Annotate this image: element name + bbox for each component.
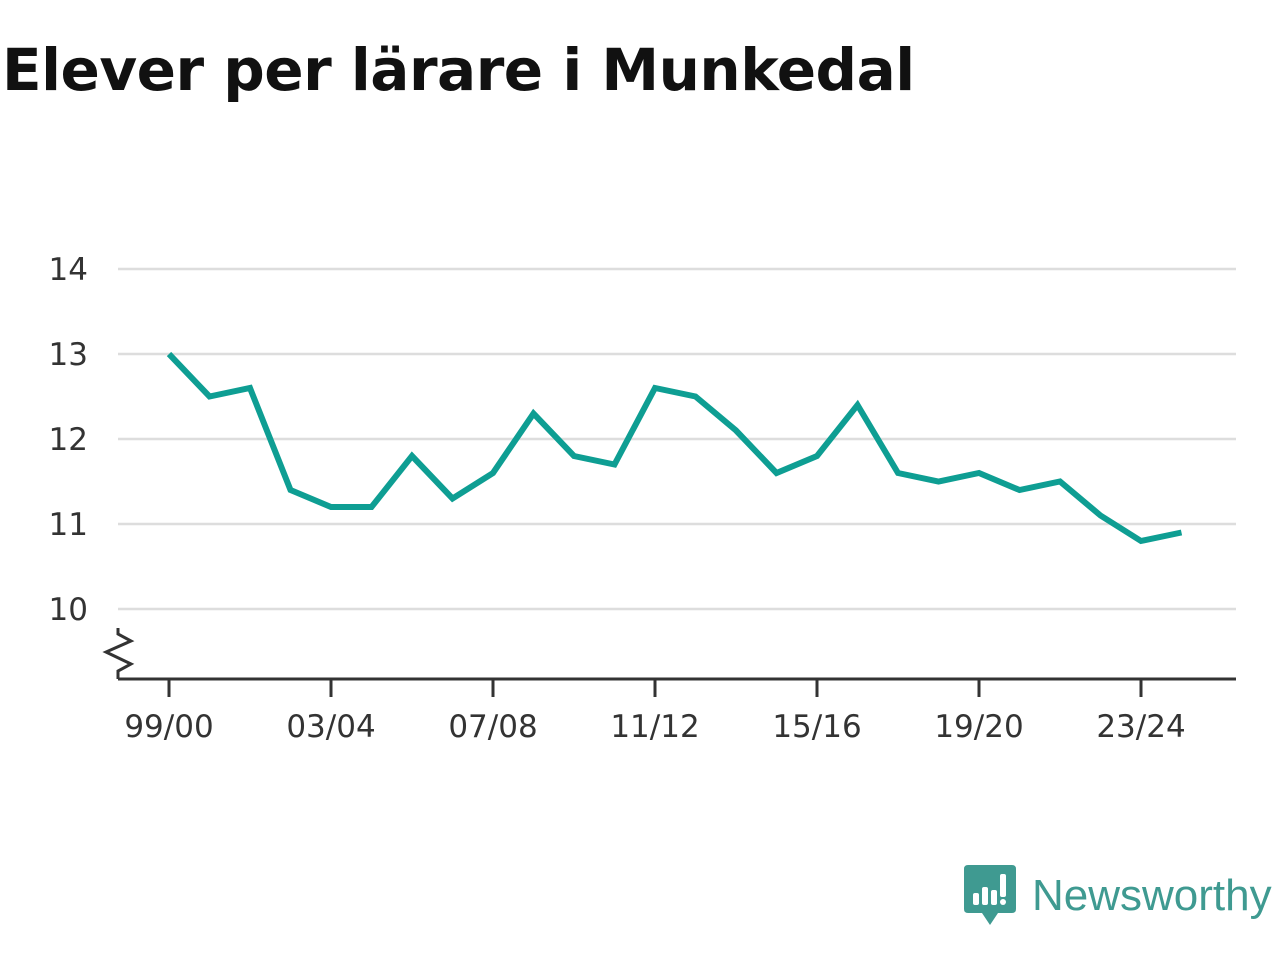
x-tick-labels: 99/00 03/04 07/08 11/12 15/16 19/20 23/24 (124, 709, 1185, 745)
y-tick-label: 12 (49, 422, 88, 458)
x-tick-label: 99/00 (124, 709, 213, 745)
series-line (166, 351, 1183, 545)
brand-name: Newsworthy (1032, 871, 1272, 920)
x-tick-label: 03/04 (286, 709, 375, 745)
x-tick-label: 15/16 (772, 709, 861, 745)
bar-chart-speech-bubble-icon (964, 865, 1016, 925)
x-tick-label: 19/20 (934, 709, 1023, 745)
x-tick-label: 11/12 (610, 709, 699, 745)
y-tick-label: 10 (49, 592, 88, 628)
brand-logo: Newsworthy (964, 864, 1272, 928)
x-ticks (167, 679, 1143, 697)
y-tick-label: 14 (49, 252, 88, 288)
y-tick-label: 13 (49, 337, 88, 373)
x-tick-label: 07/08 (448, 709, 537, 745)
x-tick-label: 23/24 (1096, 709, 1185, 745)
y-tick-label: 11 (49, 507, 88, 543)
chart-title: Elever per lärare i Munkedal (2, 36, 915, 104)
axis-break-icon (102, 628, 135, 679)
y-tick-labels: 10 11 12 13 14 (49, 252, 88, 628)
y-gridlines (118, 267, 1236, 611)
series (166, 351, 1183, 545)
x-axis (102, 628, 1236, 681)
